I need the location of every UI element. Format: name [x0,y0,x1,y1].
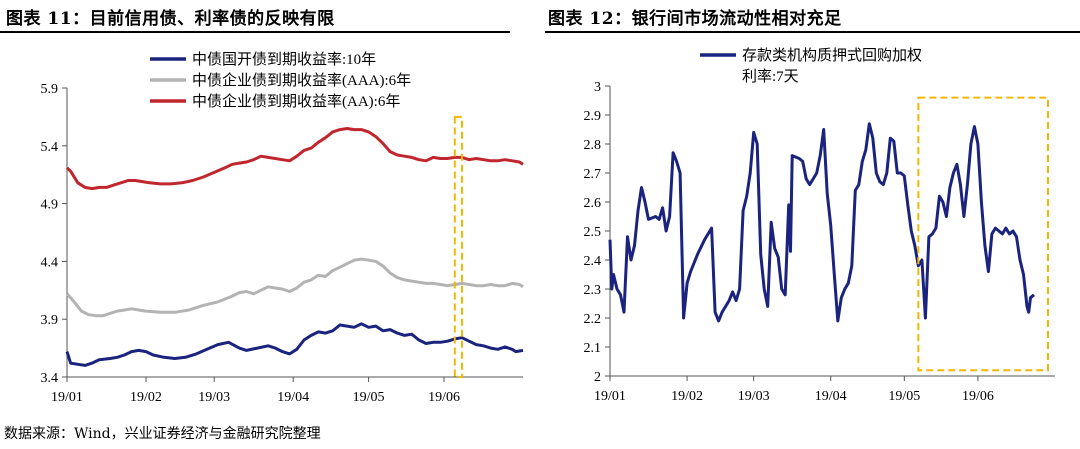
left-x-tick-label: 19/06 [428,390,460,405]
right-legend-label-line1: 存款类机构质押式回购加权 [742,47,922,64]
left-y-tick-label: 4.9 [41,198,59,213]
right-highlight-box [917,96,1049,372]
right-x-tick-label: 19/05 [888,389,920,404]
right-y-tick-label: 2 [594,370,601,385]
left-legend-label-1: 中债企业债到期收益率(AAA):6年 [192,71,411,89]
right-x-tick-label: 19/01 [594,389,626,404]
left-x-tick-label: 19/03 [198,390,230,405]
right-y-tick-label: 2.8 [584,138,602,153]
left-y-tick-label: 5.4 [41,140,59,155]
left-y-tick-label: 3.9 [41,313,59,328]
right-y-tick-label: 2.1 [584,341,602,356]
right-y-tick-label: 2.4 [584,254,602,269]
right-x-tick-label: 19/03 [738,389,770,404]
right-y-tick-label: 3 [594,80,601,95]
right-title-rule [545,31,1080,33]
right-series-line-0 [608,122,1035,323]
left-title-rule [0,31,510,33]
left-legend-label-0: 中债国开债到期收益率:10年 [192,51,376,68]
left-highlight-box [453,115,463,379]
right-y-tick-label: 2.2 [584,312,602,327]
left-series-line-1 [65,257,524,318]
right-legend-label-line2: 利率:7天 [742,68,799,85]
right-x-tick-label: 19/04 [815,389,847,404]
left-chart: 5.9 5.4 4.9 4.4 3.9 3.4 19/01 19/02 19/03 19/04 19… [41,51,524,405]
left-x-tick-label: 19/02 [130,390,162,405]
left-x-tick-label: 19/05 [353,390,385,405]
right-y-tick-label: 2.7 [584,167,602,182]
left-chart-title: 图表 11：目前信用债、利率债的反映有限 [6,9,335,29]
data-source-note: 数据来源：Wind，兴业证券经济与金融研究院整理 [4,426,321,442]
left-y-tick-label: 4.4 [41,255,59,270]
left-y-tick-label: 5.9 [41,82,59,97]
left-series-line-2 [65,127,524,191]
right-x-tick-label: 19/06 [962,389,994,404]
left-x-tick-label: 19/04 [277,390,309,405]
left-x-tick-label: 19/01 [51,390,83,405]
right-x-tick-label: 19/02 [671,389,703,404]
left-legend-label-2: 中债企业债到期收益率(AA):6年 [192,92,400,110]
left-series-line-0 [65,322,524,367]
right-y-tick-label: 2.5 [584,225,602,240]
right-y-tick-label: 2.9 [584,109,602,124]
right-y-tick-label: 2.6 [584,196,602,211]
right-chart-title: 图表 12：银行间市场流动性相对充足 [548,9,842,29]
right-y-tick-label: 2.3 [584,283,602,298]
left-y-tick-label: 3.4 [41,371,59,386]
right-chart: 3 2.9 2.8 2.7 2.6 2.5 2.4 2.3 2.2 2.1 2 19/01 19/02 1… [584,47,1055,404]
